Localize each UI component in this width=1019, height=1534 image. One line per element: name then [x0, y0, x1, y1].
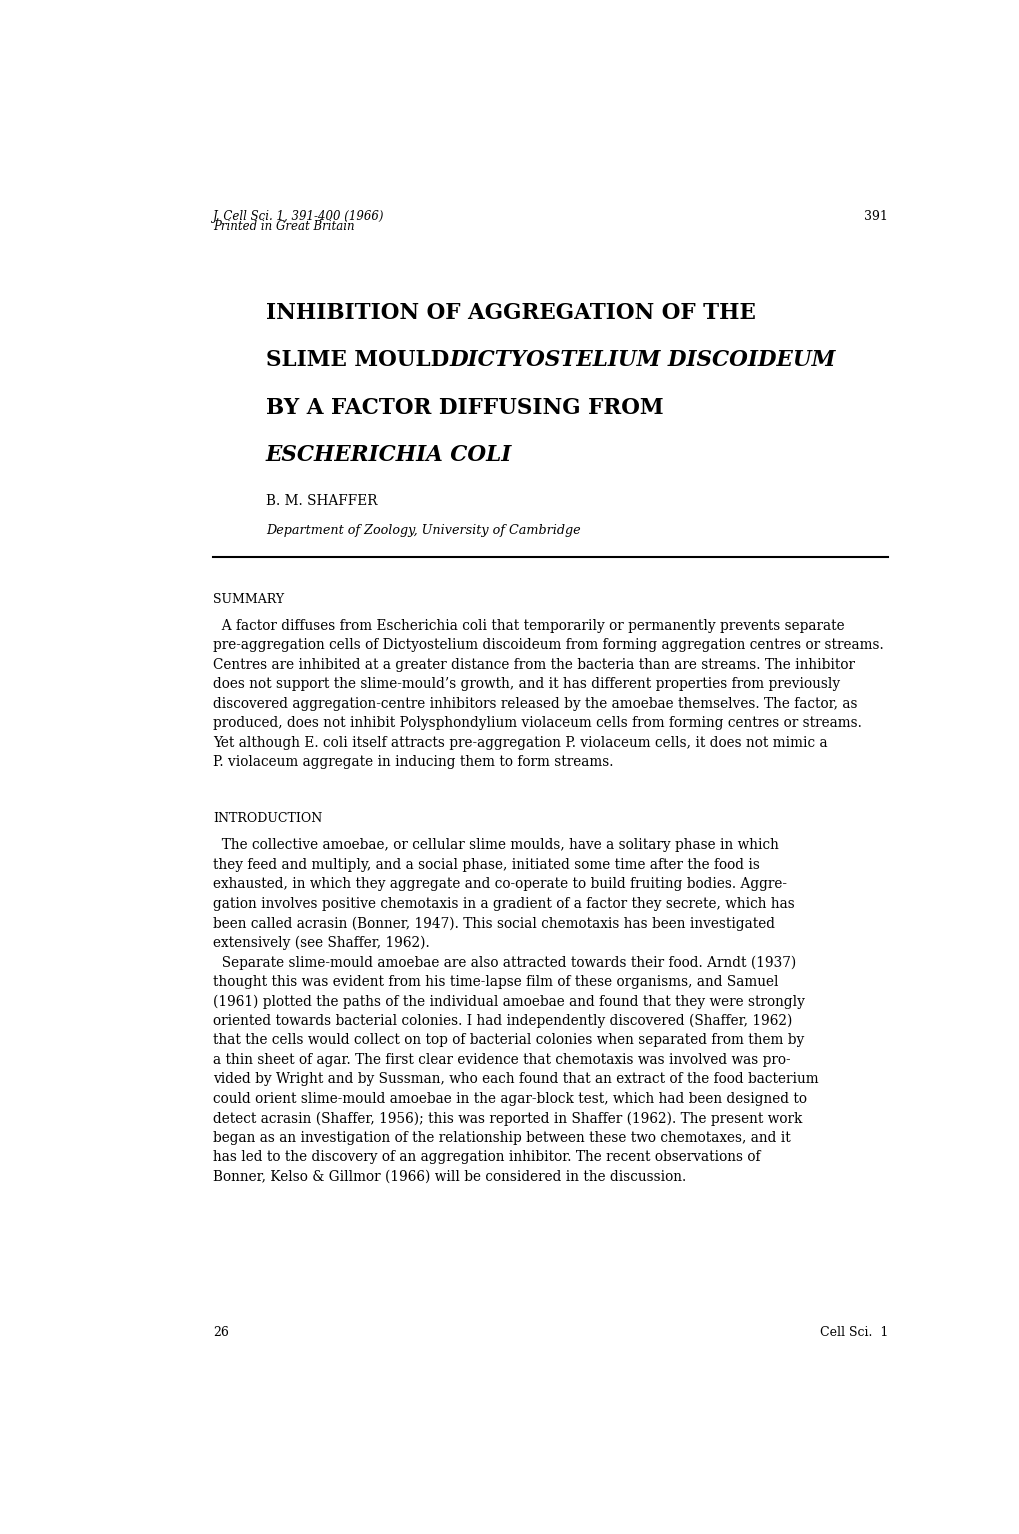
- Text: ESCHERICHIA COLI: ESCHERICHIA COLI: [266, 443, 512, 466]
- Text: A factor diffuses from Escherichia coli that temporarily or permanently prevents: A factor diffuses from Escherichia coli …: [213, 618, 844, 632]
- Text: Printed in Great Britain: Printed in Great Britain: [213, 219, 355, 233]
- Text: gation involves positive chemotaxis in a gradient of a factor they secrete, whic: gation involves positive chemotaxis in a…: [213, 897, 794, 911]
- Text: Cell Sci.  1: Cell Sci. 1: [819, 1327, 888, 1339]
- Text: extensively (see Shaffer, 1962).: extensively (see Shaffer, 1962).: [213, 936, 429, 950]
- Text: detect acrasin (Shaffer, 1956); this was reported in Shaffer (1962). The present: detect acrasin (Shaffer, 1956); this was…: [213, 1111, 802, 1126]
- Text: pre-aggregation cells of Dictyostelium discoideum from forming aggregation centr: pre-aggregation cells of Dictyostelium d…: [213, 638, 882, 652]
- Text: produced, does not inhibit Polysphondylium violaceum cells from forming centres : produced, does not inhibit Polysphondyli…: [213, 716, 861, 730]
- Text: discovered aggregation-centre inhibitors released by the amoebae themselves. The: discovered aggregation-centre inhibitors…: [213, 696, 857, 710]
- Text: exhausted, in which they aggregate and co-operate to build fruiting bodies. Aggr: exhausted, in which they aggregate and c…: [213, 877, 786, 891]
- Text: SUMMARY: SUMMARY: [213, 592, 283, 606]
- Text: 26: 26: [213, 1327, 228, 1339]
- Text: a thin sheet of agar. The first clear evidence that chemotaxis was involved was : a thin sheet of agar. The first clear ev…: [213, 1052, 790, 1066]
- Text: began as an investigation of the relationship between these two chemotaxes, and : began as an investigation of the relatio…: [213, 1131, 790, 1144]
- Text: thought this was evident from his time-lapse film of these organisms, and Samuel: thought this was evident from his time-l…: [213, 976, 777, 989]
- Text: INTRODUCTION: INTRODUCTION: [213, 813, 322, 825]
- Text: been called acrasin (Bonner, 1947). This social chemotaxis has been investigated: been called acrasin (Bonner, 1947). This…: [213, 916, 774, 931]
- Text: Bonner, Kelso & Gillmor (1966) will be considered in the discussion.: Bonner, Kelso & Gillmor (1966) will be c…: [213, 1170, 686, 1184]
- Text: Yet although E. coli itself attracts pre-aggregation P. violaceum cells, it does: Yet although E. coli itself attracts pre…: [213, 736, 826, 750]
- Text: has led to the discovery of an aggregation inhibitor. The recent observations of: has led to the discovery of an aggregati…: [213, 1150, 759, 1164]
- Text: B. M. SHAFFER: B. M. SHAFFER: [266, 494, 377, 508]
- Text: Separate slime-mould amoebae are also attracted towards their food. Arndt (1937): Separate slime-mould amoebae are also at…: [213, 956, 796, 969]
- Text: DICTYOSTELIUM DISCOIDEUM: DICTYOSTELIUM DISCOIDEUM: [448, 350, 835, 371]
- Text: that the cells would collect on top of bacterial colonies when separated from th: that the cells would collect on top of b…: [213, 1034, 803, 1048]
- Text: 391: 391: [863, 210, 888, 222]
- Text: J. Cell Sci. 1, 391-400 (1966): J. Cell Sci. 1, 391-400 (1966): [213, 210, 384, 222]
- Text: does not support the slime-mould’s growth, and it has different properties from : does not support the slime-mould’s growt…: [213, 676, 840, 692]
- Text: (1961) plotted the paths of the individual amoebae and found that they were stro: (1961) plotted the paths of the individu…: [213, 994, 804, 1009]
- Text: P. violaceum aggregate in inducing them to form streams.: P. violaceum aggregate in inducing them …: [213, 755, 612, 769]
- Text: INHIBITION OF AGGREGATION OF THE: INHIBITION OF AGGREGATION OF THE: [266, 302, 755, 324]
- Text: vided by Wright and by Sussman, who each found that an extract of the food bacte: vided by Wright and by Sussman, who each…: [213, 1072, 817, 1086]
- Text: Centres are inhibited at a greater distance from the bacteria than are streams. : Centres are inhibited at a greater dista…: [213, 658, 854, 672]
- Text: Department of Zoology, University of Cambridge: Department of Zoology, University of Cam…: [266, 525, 580, 537]
- Text: The collective amoebae, or cellular slime moulds, have a solitary phase in which: The collective amoebae, or cellular slim…: [213, 839, 777, 853]
- Text: oriented towards bacterial colonies. I had independently discovered (Shaffer, 19: oriented towards bacterial colonies. I h…: [213, 1014, 792, 1028]
- Text: SLIME MOULD: SLIME MOULD: [266, 350, 457, 371]
- Text: could orient slime-mould amoebae in the agar-block test, which had been designed: could orient slime-mould amoebae in the …: [213, 1092, 806, 1106]
- Text: BY A FACTOR DIFFUSING FROM: BY A FACTOR DIFFUSING FROM: [266, 397, 662, 419]
- Text: they feed and multiply, and a social phase, initiated some time after the food i: they feed and multiply, and a social pha…: [213, 858, 759, 871]
